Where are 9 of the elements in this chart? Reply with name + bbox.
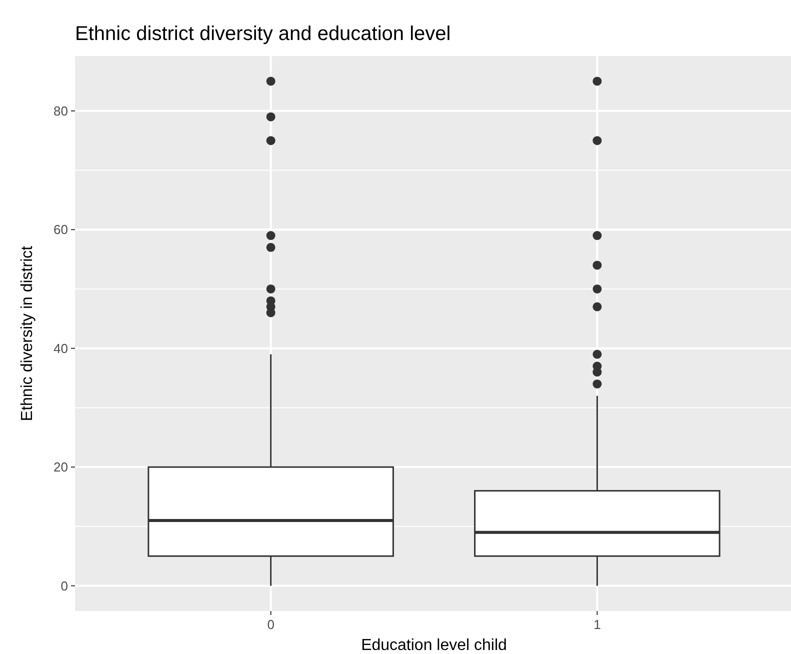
chart-title: Ethnic district diversity and education level xyxy=(75,23,451,45)
y-tick-label: 60 xyxy=(54,222,68,238)
x-tick-label: 1 xyxy=(594,617,601,632)
y-axis-title: Ethnic diversity in district xyxy=(19,245,36,422)
y-tick-label: 80 xyxy=(54,103,68,118)
y-tick-label: 40 xyxy=(54,340,68,356)
y-tick-label: 0 xyxy=(60,578,68,594)
x-axis-title: Education level child xyxy=(361,637,507,654)
y-tick-label: 20 xyxy=(54,460,68,475)
